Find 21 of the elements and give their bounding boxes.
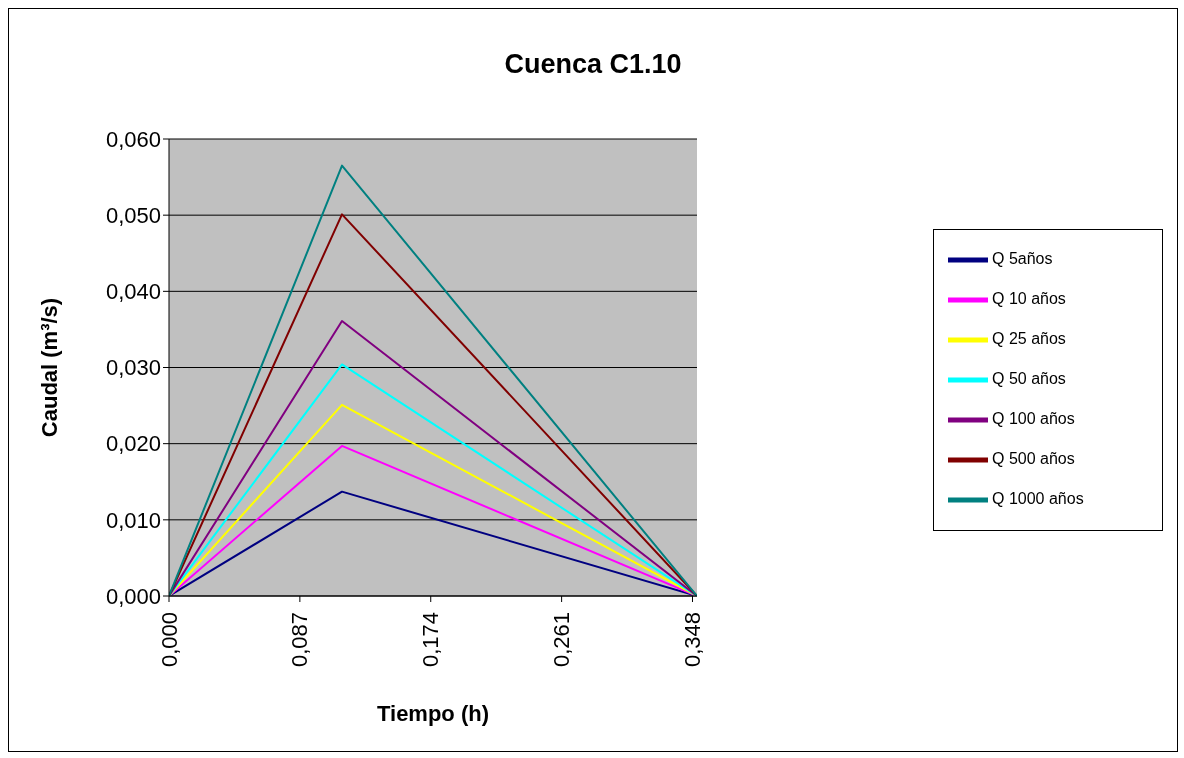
x-tick-label: 0,087: [287, 612, 313, 668]
y-tick-label: 0,050: [105, 202, 161, 228]
y-tick-label: 0,000: [105, 583, 161, 609]
y-tick-label: 0,060: [105, 126, 161, 152]
y-tick-label: 0,040: [105, 279, 161, 305]
legend-label: Q 500 años: [992, 450, 1075, 468]
legend-label: Q 50 años: [992, 370, 1066, 388]
legend-label: Q 100 años: [992, 410, 1075, 428]
legend-label: Q 5años: [992, 250, 1053, 268]
x-tick-label: 0,174: [418, 612, 444, 668]
x-axis-title: Tiempo (h): [376, 701, 490, 726]
x-tick-label: 0,261: [549, 612, 575, 668]
chart-title: Cuenca C1.10: [503, 49, 683, 80]
y-tick-label: 0,020: [105, 431, 161, 457]
x-tick-label: 0,348: [679, 612, 705, 668]
y-axis-title: Caudal (m³/s): [36, 297, 62, 438]
legend-label: Q 25 años: [992, 330, 1066, 348]
legend-label: Q 10 años: [992, 290, 1066, 308]
y-tick-label: 0,010: [105, 507, 161, 533]
legend-label: Q 1000 años: [992, 490, 1084, 508]
y-tick-label: 0,030: [105, 355, 161, 381]
